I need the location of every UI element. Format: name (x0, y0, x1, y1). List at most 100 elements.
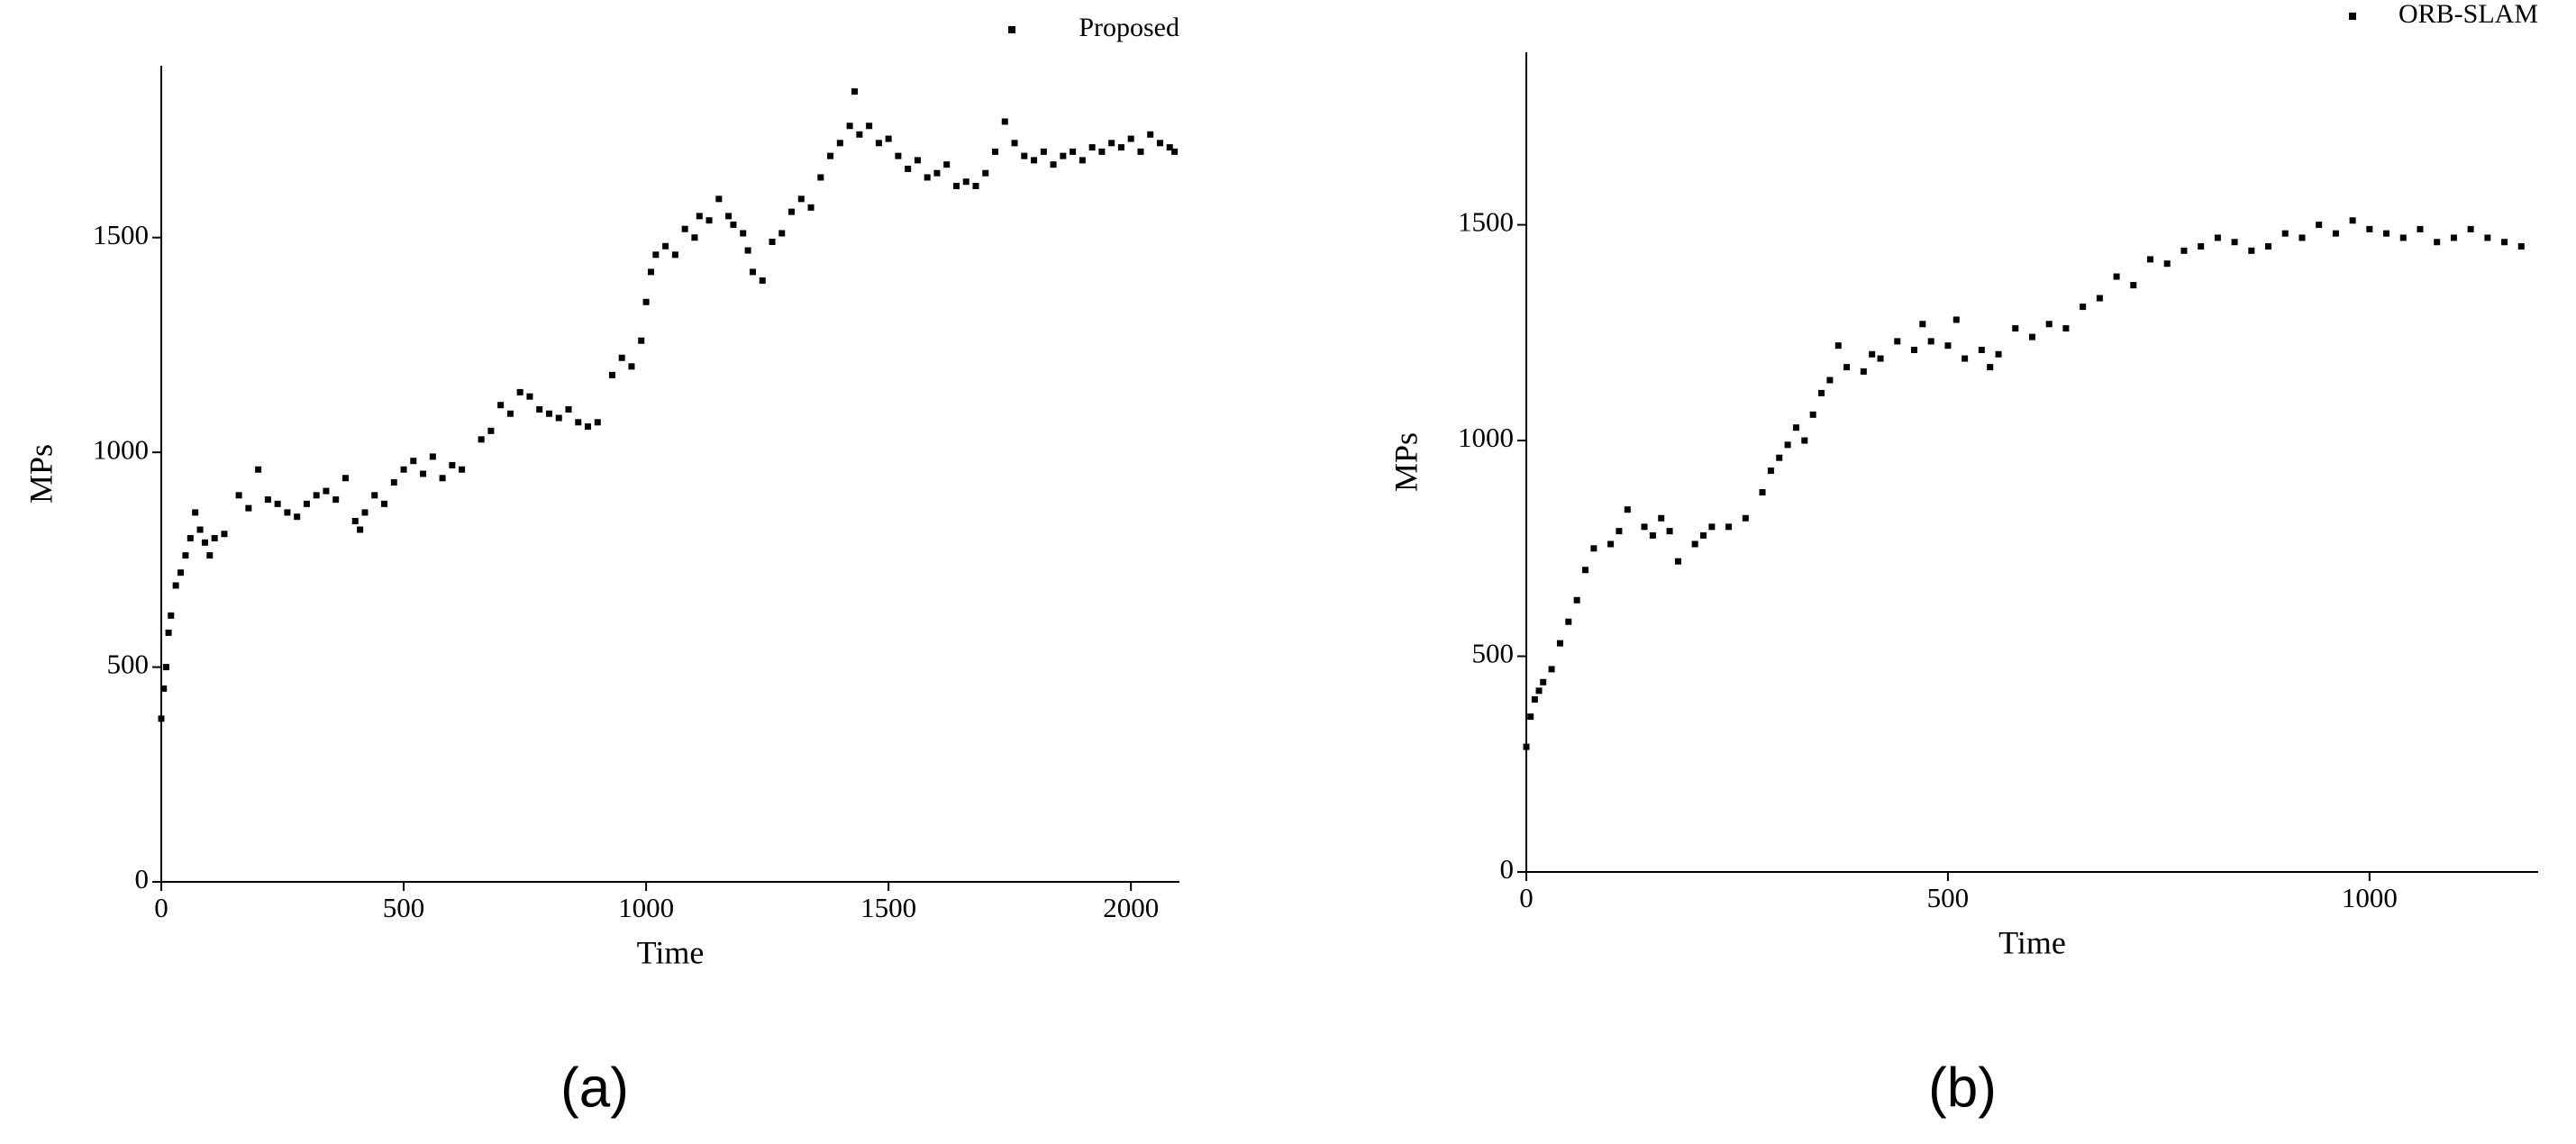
point (2265, 243, 2272, 250)
point (2113, 273, 2120, 280)
point (1021, 152, 1028, 159)
y-axis-title: MPs (23, 444, 59, 504)
point (2231, 239, 2238, 246)
point (2484, 234, 2491, 241)
point (1011, 140, 1018, 147)
point (2281, 230, 2289, 237)
point (294, 513, 301, 521)
point (1910, 346, 1917, 353)
point (206, 552, 214, 559)
point (2349, 217, 2356, 224)
point (439, 475, 446, 482)
point (740, 230, 747, 237)
point (1117, 144, 1124, 151)
legend-marker (2349, 13, 2356, 20)
point (652, 251, 660, 259)
x-tick-label: 0 (1519, 882, 1534, 913)
point (972, 183, 979, 190)
point (2029, 333, 2035, 340)
point (2517, 243, 2525, 250)
point (1792, 424, 1799, 431)
point (2012, 325, 2019, 332)
x-tick-label: 500 (383, 892, 425, 923)
point (1590, 545, 1597, 552)
point (545, 410, 552, 417)
point (459, 466, 466, 473)
point (1919, 321, 1926, 328)
point (1860, 368, 1867, 375)
y-tick-label: 500 (1472, 638, 1515, 669)
point (165, 629, 172, 636)
point (1060, 152, 1067, 159)
point (1784, 441, 1791, 449)
point (1826, 377, 1834, 384)
point (725, 213, 733, 220)
point (1156, 140, 1163, 147)
point (2062, 325, 2070, 332)
point (2096, 295, 2103, 302)
point (2214, 234, 2221, 241)
point (1548, 666, 1555, 673)
point (187, 535, 194, 542)
y-tick-label: 1000 (1458, 422, 1514, 453)
point (1894, 338, 1901, 345)
point (2383, 230, 2390, 237)
point (221, 531, 228, 538)
point (1700, 531, 1707, 539)
y-tick-label: 500 (107, 649, 150, 680)
point (2332, 230, 2339, 237)
point (162, 664, 169, 671)
y-tick-label: 0 (135, 863, 150, 894)
point (875, 140, 882, 147)
point (1674, 558, 1681, 565)
point (744, 247, 751, 254)
point (647, 268, 654, 276)
point (1108, 140, 1115, 147)
point (1050, 161, 1057, 168)
point (943, 161, 951, 168)
point (2366, 225, 2373, 232)
point (245, 504, 252, 512)
point (895, 152, 902, 159)
point (255, 466, 262, 473)
point (1641, 523, 1648, 531)
point (914, 157, 921, 164)
point (1658, 514, 1665, 522)
legend-label: ORB-SLAM (2399, 0, 2538, 29)
x-axis-title: Time (637, 934, 705, 970)
point (449, 461, 456, 468)
x-axis-title: Time (1998, 924, 2066, 960)
point (827, 152, 834, 159)
point (1691, 540, 1698, 548)
point (1607, 540, 1615, 548)
point (594, 419, 601, 426)
point (1127, 135, 1134, 142)
point (1540, 678, 1547, 685)
point (1079, 157, 1086, 164)
point (1573, 596, 1580, 604)
point (1927, 338, 1934, 345)
point (390, 479, 397, 486)
point (817, 174, 824, 181)
point (2434, 239, 2441, 246)
point (807, 204, 815, 211)
point (778, 230, 786, 237)
point (885, 135, 892, 142)
point (759, 277, 766, 284)
point (555, 414, 562, 422)
point (2198, 243, 2205, 250)
point (497, 402, 505, 409)
point (2298, 234, 2306, 241)
point (201, 539, 208, 546)
point (705, 217, 713, 224)
point (2248, 247, 2255, 254)
point (769, 239, 776, 246)
point (1527, 713, 1534, 721)
point (1556, 640, 1563, 647)
point (235, 492, 242, 499)
x-tick-label: 2000 (1103, 892, 1159, 923)
point (357, 526, 364, 533)
point (2163, 260, 2171, 268)
point (313, 492, 320, 499)
